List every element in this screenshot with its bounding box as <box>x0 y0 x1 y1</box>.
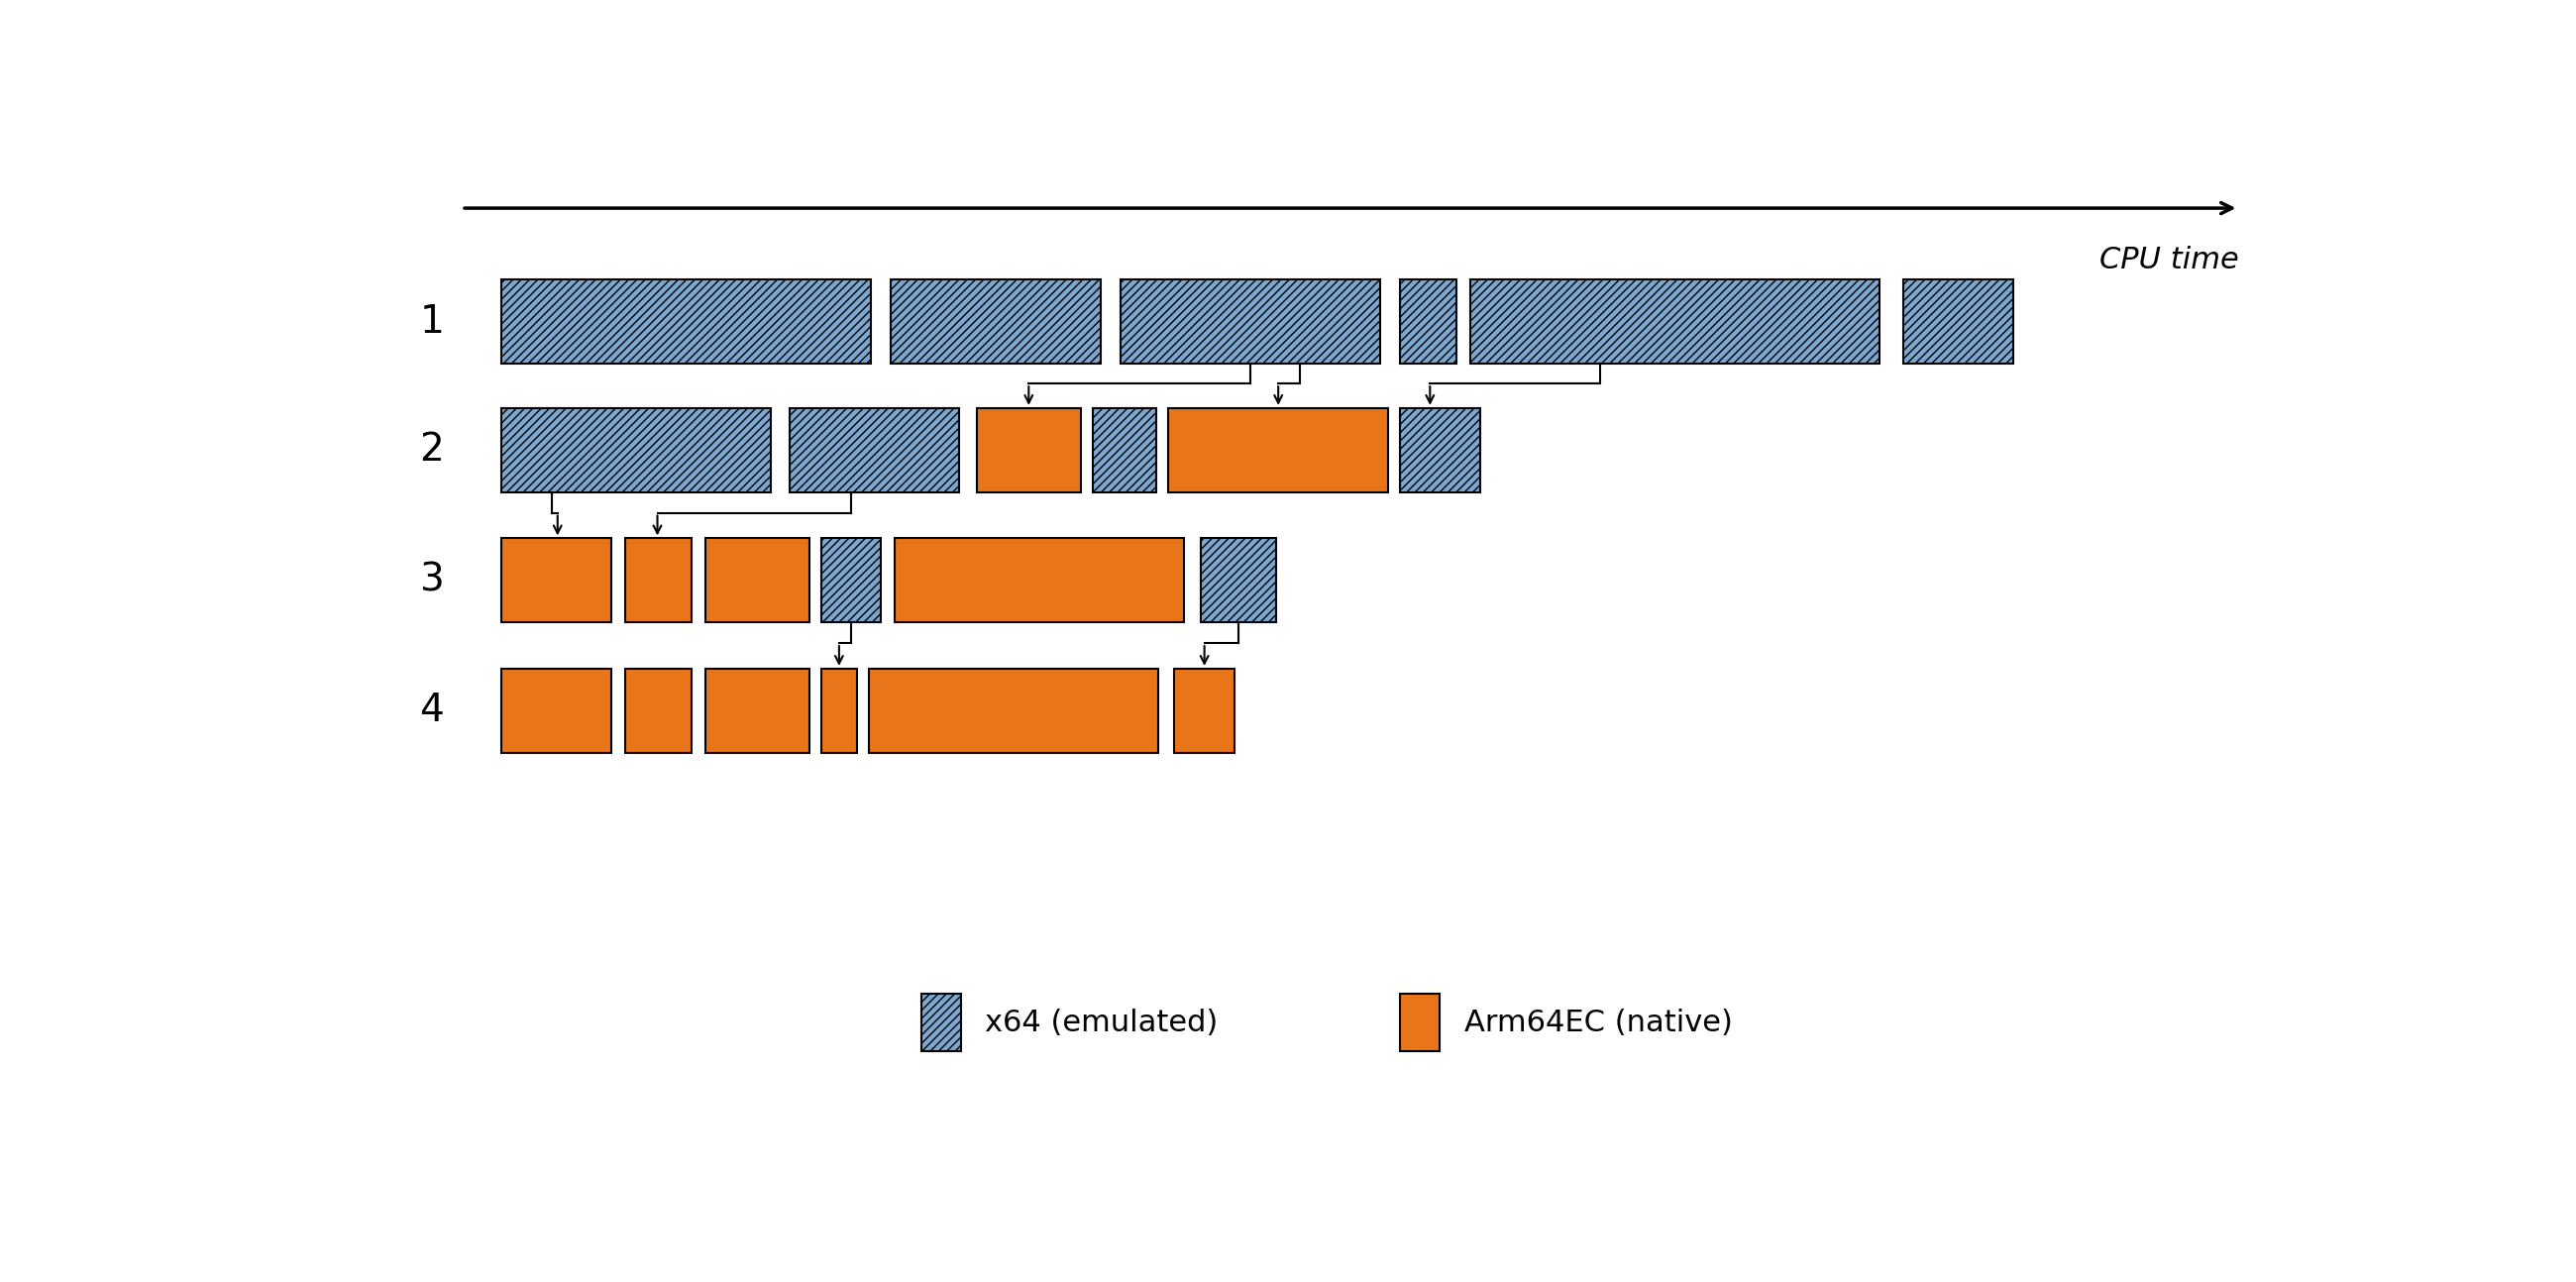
Bar <box>502 408 770 492</box>
Bar <box>1904 279 2012 364</box>
Bar <box>976 408 1082 492</box>
Text: 2: 2 <box>420 431 443 469</box>
Text: 1: 1 <box>420 303 443 341</box>
Bar <box>894 538 1185 622</box>
Bar <box>788 408 958 492</box>
Bar <box>706 669 809 753</box>
Bar <box>1175 669 1234 753</box>
Bar <box>1170 408 1388 492</box>
Bar <box>1092 408 1157 492</box>
Bar <box>1401 279 1455 364</box>
Text: 4: 4 <box>420 692 443 729</box>
Text: CPU time: CPU time <box>2099 246 2239 274</box>
Text: x64 (emulated): x64 (emulated) <box>984 1008 1218 1037</box>
Bar <box>502 669 611 753</box>
Bar <box>502 538 611 622</box>
Bar <box>706 538 809 622</box>
Bar <box>1401 994 1440 1051</box>
Text: 3: 3 <box>420 562 443 599</box>
Bar <box>626 669 690 753</box>
Bar <box>822 538 881 622</box>
Bar <box>1471 279 1878 364</box>
Bar <box>868 669 1159 753</box>
Bar <box>626 538 690 622</box>
Bar <box>1401 408 1481 492</box>
Text: Arm64EC (native): Arm64EC (native) <box>1463 1008 1731 1037</box>
Bar <box>822 669 858 753</box>
Bar <box>1200 538 1275 622</box>
Bar <box>1121 279 1381 364</box>
Bar <box>502 279 871 364</box>
Bar <box>922 994 961 1051</box>
Bar <box>891 279 1100 364</box>
